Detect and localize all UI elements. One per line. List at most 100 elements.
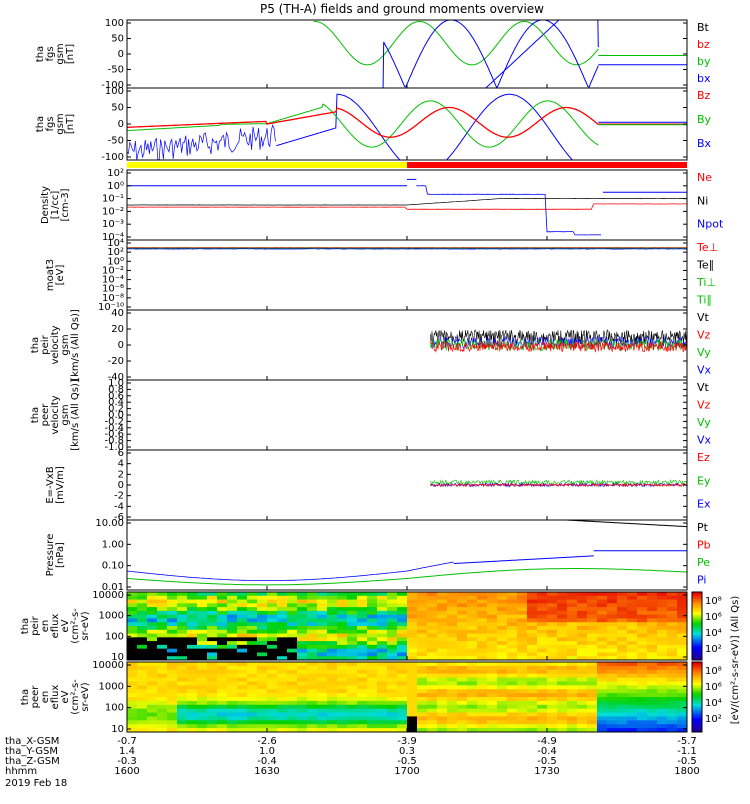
- spectrogram-cell: [657, 697, 668, 701]
- spectrogram-cell: [277, 685, 288, 689]
- spectrogram-cell: [317, 720, 328, 724]
- spectrogram-cell: [387, 697, 398, 701]
- spectrogram-cell: [607, 615, 618, 619]
- spectrogram-cell: [137, 630, 148, 634]
- series-line: [332, 20, 598, 132]
- spectrogram-cell: [547, 701, 558, 705]
- spectrogram-cell: [497, 701, 508, 705]
- spectrogram-cell: [317, 693, 328, 697]
- spectrogram-cell: [197, 618, 208, 622]
- spectrogram-cell: [677, 649, 688, 653]
- spectrogram-cell: [627, 713, 638, 717]
- spectrogram-cell: [157, 630, 168, 634]
- spectrogram-cell: [277, 662, 288, 666]
- x-row-label: hhmm: [5, 766, 37, 777]
- spectrogram-cell: [137, 618, 148, 622]
- spectrogram-cell: [407, 649, 418, 653]
- spectrogram-cell: [267, 600, 278, 604]
- spectrogram-cell: [597, 685, 608, 689]
- spectrogram-cell: [557, 626, 568, 630]
- spectrogram-cell: [147, 607, 158, 611]
- spectrogram-cell: [377, 652, 388, 656]
- spectrogram-cell: [207, 662, 218, 666]
- spectrogram-cell: [517, 645, 528, 649]
- spectrogram-cell: [507, 681, 518, 685]
- spectrogram-cell: [677, 630, 688, 634]
- spectrogram-cell: [637, 649, 648, 653]
- spectrogram-cell: [257, 724, 268, 728]
- spectrogram-cell: [667, 662, 678, 666]
- spectrogram-cell: [567, 618, 578, 622]
- spectrogram-cell: [477, 641, 488, 645]
- spectrogram-cell: [397, 662, 408, 666]
- spectrogram-cell: [547, 641, 558, 645]
- spectrogram-cell: [617, 709, 628, 713]
- spectrogram-cell: [237, 592, 248, 596]
- y-tick-label: 4: [118, 459, 124, 470]
- spectrogram-cell: [427, 645, 438, 649]
- spectrogram-cell: [157, 689, 168, 693]
- spectrogram-cell: [177, 592, 188, 596]
- spectrogram-cell: [567, 649, 578, 653]
- spectrogram-cell: [577, 693, 588, 697]
- spectrogram-cell: [617, 666, 628, 670]
- spectrogram-cell: [317, 596, 328, 600]
- spectrogram-cell: [207, 596, 218, 600]
- spectrogram-cell: [577, 600, 588, 604]
- spectrogram-cell: [377, 709, 388, 713]
- spectrogram-cell: [397, 615, 408, 619]
- spectrogram-cell: [517, 626, 528, 630]
- spectrogram-cell: [437, 618, 448, 622]
- spectrogram-cell: [517, 592, 528, 596]
- spectrogram-cell: [427, 607, 438, 611]
- spectrogram-cell: [137, 611, 148, 615]
- spectrogram-cell: [177, 697, 188, 701]
- spectrogram-cell: [637, 652, 648, 656]
- spectrogram-cell: [227, 641, 238, 645]
- spectrogram-cell: [547, 637, 558, 641]
- spectrogram-cell: [577, 652, 588, 656]
- spectrogram-cell: [467, 611, 478, 615]
- spectrogram-cell: [477, 670, 488, 674]
- spectrogram-cell: [607, 709, 618, 713]
- legend-Vx: Vx: [697, 364, 712, 377]
- spectrogram-cell: [487, 641, 498, 645]
- spectrogram-cell: [257, 674, 268, 678]
- spectrogram-cell: [387, 716, 398, 720]
- spectrogram-cell: [147, 670, 158, 674]
- spectrogram-cell: [457, 720, 468, 724]
- spectrogram-cell: [357, 685, 368, 689]
- spectrogram-cell: [207, 678, 218, 682]
- spectrogram-cell: [337, 607, 348, 611]
- spectrogram-cell: [277, 701, 288, 705]
- spectrogram-cell: [507, 600, 518, 604]
- spectrogram-cell: [407, 603, 418, 607]
- spectrogram-cell: [527, 652, 538, 656]
- spectrogram-cell: [437, 678, 448, 682]
- spectrogram-cell: [667, 713, 678, 717]
- spectrogram-cell: [317, 666, 328, 670]
- spectrogram-cell: [657, 615, 668, 619]
- spectrogram-cell: [627, 709, 638, 713]
- spectrogram-cell: [127, 693, 138, 697]
- spectrogram-cell: [377, 666, 388, 670]
- spectrogram-cell: [357, 615, 368, 619]
- spectrogram-cell: [257, 685, 268, 689]
- spectrogram-cell: [277, 603, 288, 607]
- spectrogram-cell: [467, 678, 478, 682]
- spectrogram-cell: [167, 634, 178, 638]
- spectrogram-cell: [177, 637, 188, 641]
- spectrogram-cell: [577, 637, 588, 641]
- spectrogram-cell: [667, 592, 678, 596]
- spectrogram-cell: [337, 603, 348, 607]
- spectrogram-cell: [147, 685, 158, 689]
- spectrogram-cell: [407, 592, 418, 596]
- spectrogram-cell: [457, 641, 468, 645]
- spectrogram-cell: [597, 615, 608, 619]
- spectrogram-cell: [657, 652, 668, 656]
- spectrogram-cell: [167, 630, 178, 634]
- spectrogram-cell: [617, 678, 628, 682]
- spectrogram-cell: [547, 634, 558, 638]
- spectrogram-cell: [147, 630, 158, 634]
- spectrogram-cell: [397, 641, 408, 645]
